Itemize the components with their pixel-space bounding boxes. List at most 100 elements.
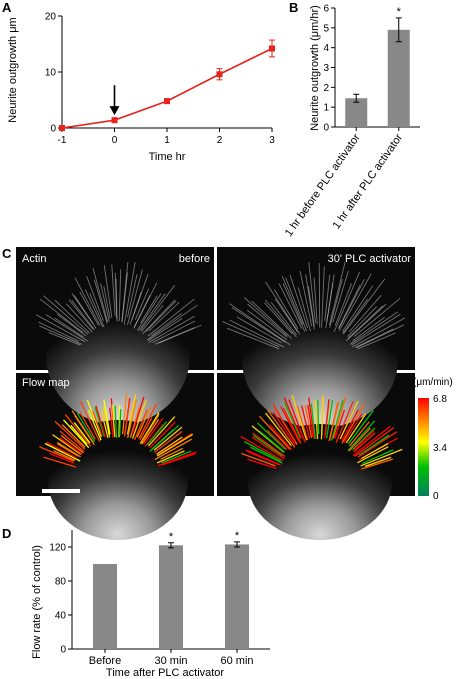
flow-vector bbox=[141, 418, 160, 445]
chart-a-series-line bbox=[61, 47, 273, 129]
flow-vector bbox=[245, 449, 281, 466]
chart-b-ylabel: Neurite outgrowth (μm/hr) bbox=[309, 5, 321, 131]
cell-body-actin-before bbox=[46, 285, 190, 425]
flow-vector bbox=[160, 447, 184, 460]
actin-filament bbox=[325, 282, 334, 329]
flow-vector bbox=[76, 412, 96, 442]
chart-a-point bbox=[216, 71, 223, 78]
flow-vector bbox=[291, 395, 308, 441]
chart-a-ytick-label: 20 bbox=[45, 12, 57, 23]
flow-vector bbox=[244, 441, 282, 462]
flow-vector bbox=[56, 441, 81, 458]
flow-vector bbox=[95, 405, 106, 438]
flow-vector bbox=[252, 434, 283, 457]
actin-filament bbox=[352, 316, 385, 342]
flow-vector bbox=[70, 424, 88, 445]
actin-filament bbox=[151, 313, 182, 336]
actin-filament bbox=[56, 313, 87, 337]
actin-filament bbox=[347, 306, 378, 338]
chart-d-category-label: 30 min bbox=[154, 655, 187, 667]
flow-vector bbox=[252, 432, 286, 458]
actin-filament bbox=[103, 265, 113, 318]
actin-filament bbox=[338, 279, 365, 330]
flow-vector bbox=[357, 446, 389, 464]
flow-vector bbox=[361, 442, 389, 460]
flow-vector bbox=[362, 449, 394, 465]
actin-filament bbox=[133, 282, 158, 329]
chart-d-category-label: 60 min bbox=[220, 655, 253, 667]
actin-filament bbox=[226, 327, 280, 350]
flow-vector bbox=[73, 422, 91, 444]
actin-filament bbox=[285, 277, 308, 332]
flow-vector bbox=[296, 406, 309, 441]
flow-vector bbox=[109, 407, 114, 438]
flow-vector bbox=[153, 426, 183, 451]
flow-vector bbox=[352, 425, 391, 457]
flow-vector bbox=[326, 399, 334, 439]
actin-filament bbox=[347, 305, 384, 339]
actin-filament bbox=[299, 270, 313, 327]
actin-filament bbox=[273, 289, 299, 329]
flow-vector bbox=[162, 452, 196, 466]
chart-b-ytick-label: 3 bbox=[323, 63, 329, 74]
actin-filament bbox=[148, 315, 195, 343]
flow-vector bbox=[103, 399, 111, 435]
chart-d-ytick-label: 80 bbox=[55, 577, 67, 588]
flow-vector bbox=[156, 433, 194, 457]
actin-filament bbox=[118, 269, 122, 322]
chart-d-ytick-label: 0 bbox=[60, 645, 66, 656]
flow-vector bbox=[334, 409, 346, 439]
actin-filament bbox=[351, 313, 401, 346]
flow-vector bbox=[52, 434, 82, 455]
flow-vector bbox=[341, 409, 359, 442]
flow-vector bbox=[345, 413, 367, 444]
flow-vector bbox=[44, 442, 81, 462]
actin-filament bbox=[229, 319, 285, 348]
actin-filament bbox=[39, 298, 84, 333]
flow-vector bbox=[258, 415, 291, 451]
actin-filament bbox=[68, 299, 94, 330]
actin-filament bbox=[84, 289, 104, 328]
flow-vector bbox=[114, 405, 118, 438]
flow-vector bbox=[79, 400, 101, 442]
flow-vector bbox=[282, 407, 302, 444]
actin-filament bbox=[111, 264, 116, 316]
flow-vector bbox=[143, 417, 164, 445]
chart-a-xtick-label: 3 bbox=[269, 135, 275, 146]
chart-b-ytick-label: 1 bbox=[323, 103, 329, 114]
flow-vector bbox=[154, 430, 183, 453]
actin-filament bbox=[127, 269, 143, 326]
chart-b-ytick-label: 4 bbox=[323, 43, 329, 54]
chart-b-bar bbox=[345, 98, 368, 127]
flow-vector bbox=[348, 427, 371, 452]
flow-vector bbox=[53, 450, 76, 461]
chart-b-significance-star: * bbox=[397, 6, 402, 18]
flow-vector bbox=[147, 416, 176, 447]
actin-filament bbox=[247, 303, 288, 338]
flow-vector bbox=[341, 403, 365, 444]
actin-filament bbox=[231, 307, 286, 343]
flow-vector bbox=[49, 452, 75, 464]
actin-filament bbox=[332, 270, 349, 323]
chart-a-xtick-label: 2 bbox=[217, 135, 223, 146]
flow-vector bbox=[154, 438, 193, 461]
flow-vector bbox=[347, 410, 374, 445]
chart-d-bar bbox=[93, 564, 117, 649]
label-flow-map: Flow map bbox=[22, 377, 70, 389]
actin-filament bbox=[307, 286, 315, 327]
flow-vector bbox=[358, 434, 390, 456]
chart-a-xtick-label: 1 bbox=[164, 135, 170, 146]
flow-vector bbox=[127, 399, 138, 439]
flow-vector bbox=[149, 421, 176, 449]
flow-vector bbox=[280, 406, 301, 443]
flow-vector bbox=[131, 396, 145, 435]
actin-filament bbox=[265, 281, 301, 335]
flow-vector bbox=[310, 403, 316, 440]
actin-filament bbox=[357, 332, 396, 350]
actin-filament bbox=[35, 314, 86, 343]
actin-filament bbox=[79, 291, 99, 326]
actin-filament bbox=[71, 300, 95, 331]
flow-vector bbox=[140, 414, 160, 444]
actin-filament bbox=[348, 294, 382, 333]
